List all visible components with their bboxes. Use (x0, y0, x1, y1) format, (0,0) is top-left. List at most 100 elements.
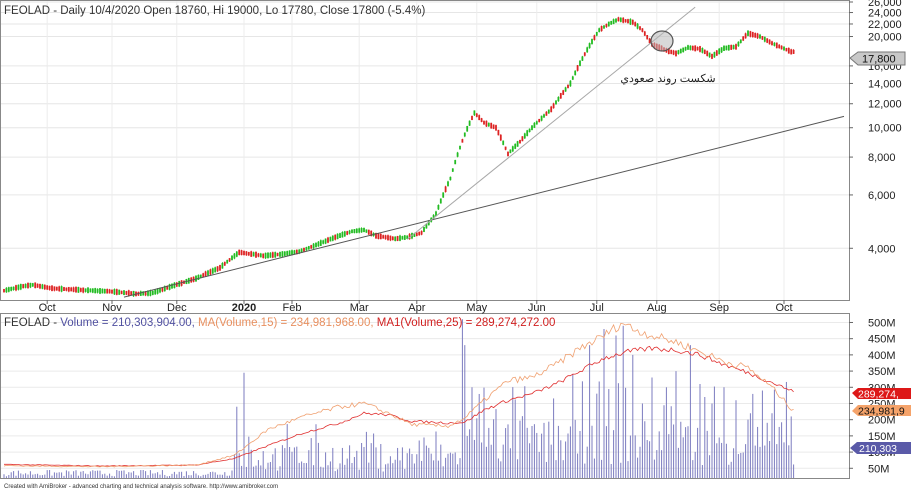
candle-body (509, 149, 512, 154)
candle-body (39, 283, 41, 289)
price-tick-label: 20,000 (868, 32, 902, 44)
volume-tick-label: 200M (868, 415, 896, 427)
date-tick-label: Sep (709, 302, 729, 314)
candle-body (557, 96, 560, 102)
candle-body (552, 103, 555, 109)
candle-body (322, 240, 325, 244)
candle-body (495, 125, 497, 131)
candle-body (295, 249, 298, 255)
candle-body (533, 122, 536, 128)
candle-body (790, 49, 793, 55)
candle-body (612, 19, 615, 25)
candle-body (723, 45, 725, 51)
candle-body (367, 229, 370, 235)
candle-body (175, 282, 178, 287)
candle-body (502, 140, 505, 145)
candle-body (130, 291, 133, 296)
candle-body (492, 124, 495, 129)
candle-body (82, 287, 85, 293)
volume-tag-label: 210,303 (859, 443, 897, 455)
candle-body (475, 113, 478, 117)
candle-body (161, 287, 164, 292)
volume-tick-label: 350M (868, 366, 896, 378)
candle-body (382, 235, 385, 239)
candle-body (634, 22, 637, 27)
candle-body (610, 20, 613, 25)
candle-body (586, 47, 589, 53)
date-tick-label: Oct (775, 302, 792, 314)
candle-body (629, 18, 632, 25)
candle-body (99, 288, 101, 294)
candle-body (780, 45, 783, 50)
candle-body (442, 192, 445, 198)
candle-body (46, 285, 49, 290)
last-price-tag: 17,800 (849, 51, 906, 66)
candle-body (259, 253, 262, 258)
candle-body (48, 285, 51, 290)
candle-body (682, 47, 685, 53)
candle-body (223, 261, 226, 266)
candle-body (156, 288, 159, 294)
candle-body (173, 282, 176, 289)
price-tick-label: 4,000 (868, 243, 896, 255)
candle-body (406, 235, 409, 239)
candle-body (336, 233, 339, 240)
candle-body (511, 146, 514, 152)
candle-body (413, 233, 416, 237)
candle-body (504, 146, 507, 150)
candle-body (276, 252, 279, 257)
candle-body (221, 262, 224, 269)
candle-body (31, 283, 34, 287)
candle-body (600, 26, 603, 32)
ma15-tag-label: 234,981,9 (858, 406, 905, 418)
candle-body (125, 291, 128, 295)
date-tick-label: Aug (647, 302, 667, 314)
candle-body (15, 285, 17, 291)
candle-body (763, 36, 766, 42)
candle-body (19, 283, 22, 290)
candle-body (283, 251, 286, 256)
candle-body (303, 247, 305, 252)
candle-body (605, 23, 608, 28)
candle-body (725, 45, 728, 51)
candle-body (178, 281, 181, 287)
candle-body (70, 287, 73, 292)
candle-body (737, 41, 740, 47)
candle-body (519, 139, 521, 144)
candle-body (521, 136, 524, 142)
candle-body (154, 289, 157, 295)
candle-body (583, 52, 586, 56)
candle-body (773, 42, 776, 46)
candle-body (603, 25, 605, 29)
candle-body (526, 130, 529, 136)
date-tick-label: Jul (590, 302, 604, 314)
candle-body (243, 250, 245, 256)
candle-body (118, 289, 121, 295)
candle-body (91, 288, 94, 293)
candle-body (766, 38, 769, 43)
candle-body (358, 228, 361, 233)
candle-body (87, 287, 89, 294)
candle-body (528, 128, 531, 133)
candle-body (451, 168, 454, 172)
candle-body (199, 274, 202, 278)
candle-body (341, 231, 344, 238)
candle-body (730, 44, 733, 50)
candle-body (708, 52, 711, 58)
trendlines (123, 6, 845, 298)
candle-body (545, 111, 548, 116)
candle-body (235, 251, 238, 257)
candle-body (163, 286, 166, 292)
candle-body (228, 258, 231, 262)
candle-body (197, 274, 200, 280)
date-tick-label: Jun (528, 302, 546, 314)
ma25-tag: 289,274, (852, 388, 911, 401)
price-tick-label: 24,000 (868, 8, 902, 20)
candle-body (516, 141, 519, 147)
candle-body (555, 100, 557, 105)
candle-body (487, 122, 490, 127)
candle-body (343, 231, 346, 237)
candle-body (247, 251, 250, 256)
candle-body (456, 152, 459, 157)
